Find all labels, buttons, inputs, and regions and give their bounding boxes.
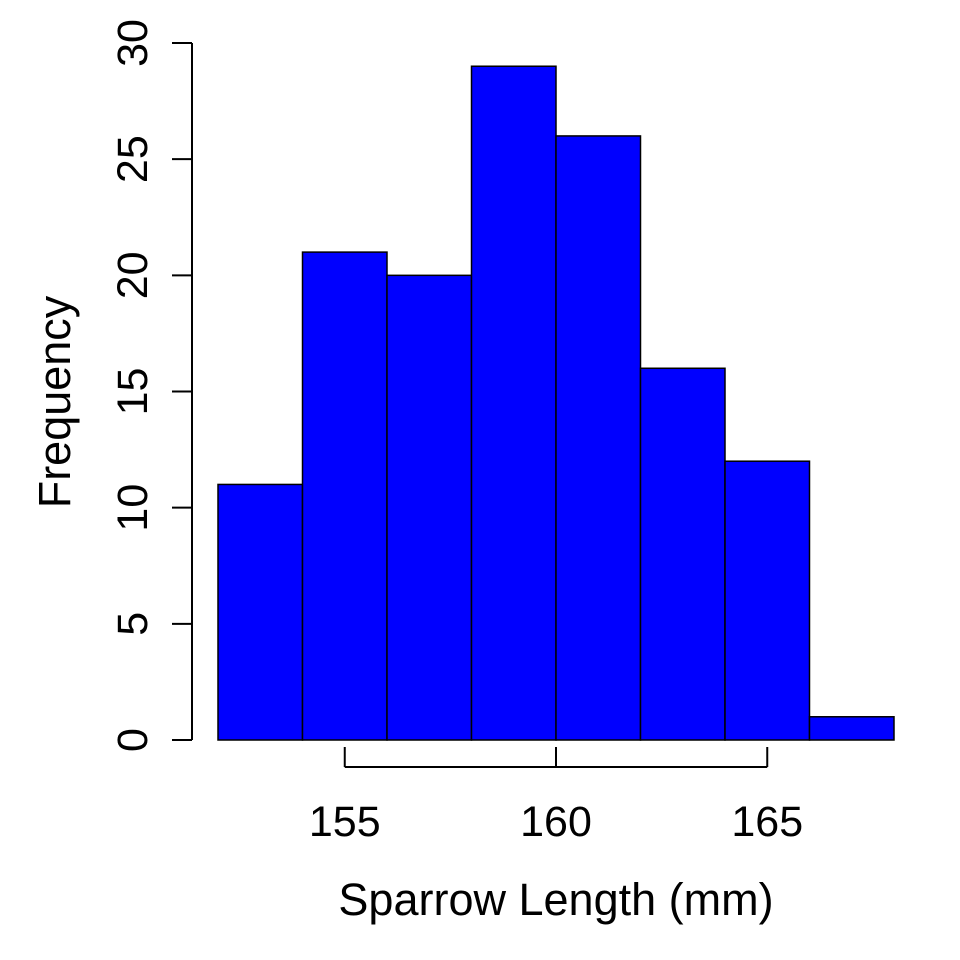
y-tick-label-1: 5 <box>109 612 157 636</box>
x-axis-title: Sparrow Length (mm) <box>338 874 773 925</box>
x-tick-label-1: 160 <box>520 798 592 846</box>
y-tick-label-0: 0 <box>109 728 157 752</box>
y-axis: 0 5 10 15 20 25 30 <box>109 19 193 752</box>
histogram-bar-1 <box>301 251 388 741</box>
y-tick-label-4: 20 <box>109 251 157 299</box>
y-tick-label-3: 15 <box>109 368 157 416</box>
y-tick-label-2: 10 <box>109 484 157 532</box>
x-tick-label-0: 155 <box>309 798 381 846</box>
x-axis: 155 160 165 <box>309 747 803 846</box>
histogram-bar-2 <box>386 274 473 741</box>
y-tick-label-5: 25 <box>109 135 157 183</box>
histogram-bar-3 <box>470 65 557 741</box>
bars-layer <box>217 65 895 741</box>
histogram-bar-7 <box>808 716 895 741</box>
histogram-bar-6 <box>724 460 811 741</box>
y-axis-title: Frequency <box>29 295 80 508</box>
histogram-bar-0 <box>217 483 304 741</box>
histogram-bar-4 <box>555 135 642 741</box>
histogram-bar-5 <box>639 367 726 741</box>
x-tick-label-2: 165 <box>731 798 803 846</box>
y-tick-label-6: 30 <box>109 19 157 67</box>
